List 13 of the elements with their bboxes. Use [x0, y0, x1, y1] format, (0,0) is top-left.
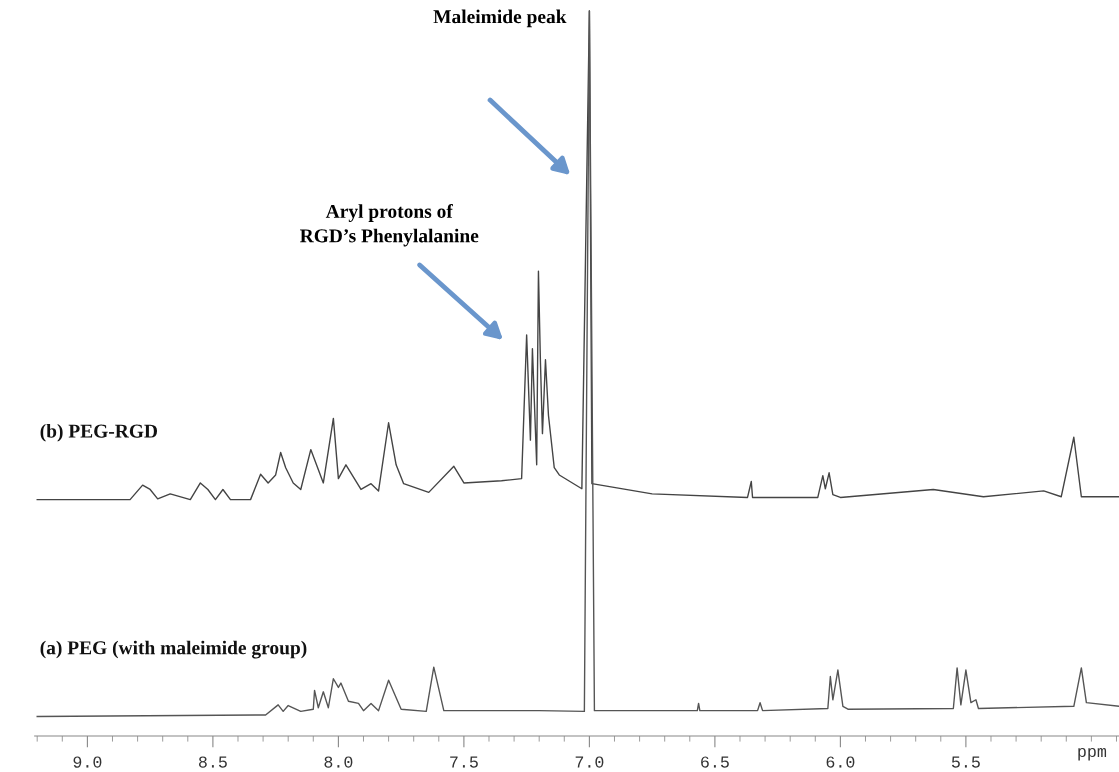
annotation: Aryl protons of RGD’s Phenylalanine [300, 204, 479, 247]
x-tick-label: 8.5 [198, 756, 227, 768]
x-tick-label: 5.5 [951, 756, 980, 768]
x-tick-label: 8.0 [324, 756, 353, 768]
x-tick-label: 6.0 [826, 756, 855, 768]
text: (b) PEG-RGD [40, 423, 158, 442]
annotation: Maleimide peak [433, 9, 567, 28]
x-axis-title: ppm [1078, 747, 1107, 761]
x-tick-label: 7.0 [575, 756, 604, 768]
x-tick-label: 6.5 [701, 756, 729, 768]
x-tick-label: 7.5 [450, 756, 478, 768]
x-tick-label: 9.0 [73, 756, 102, 768]
series-label: (a) PEG (with maleimide group) [40, 640, 307, 659]
